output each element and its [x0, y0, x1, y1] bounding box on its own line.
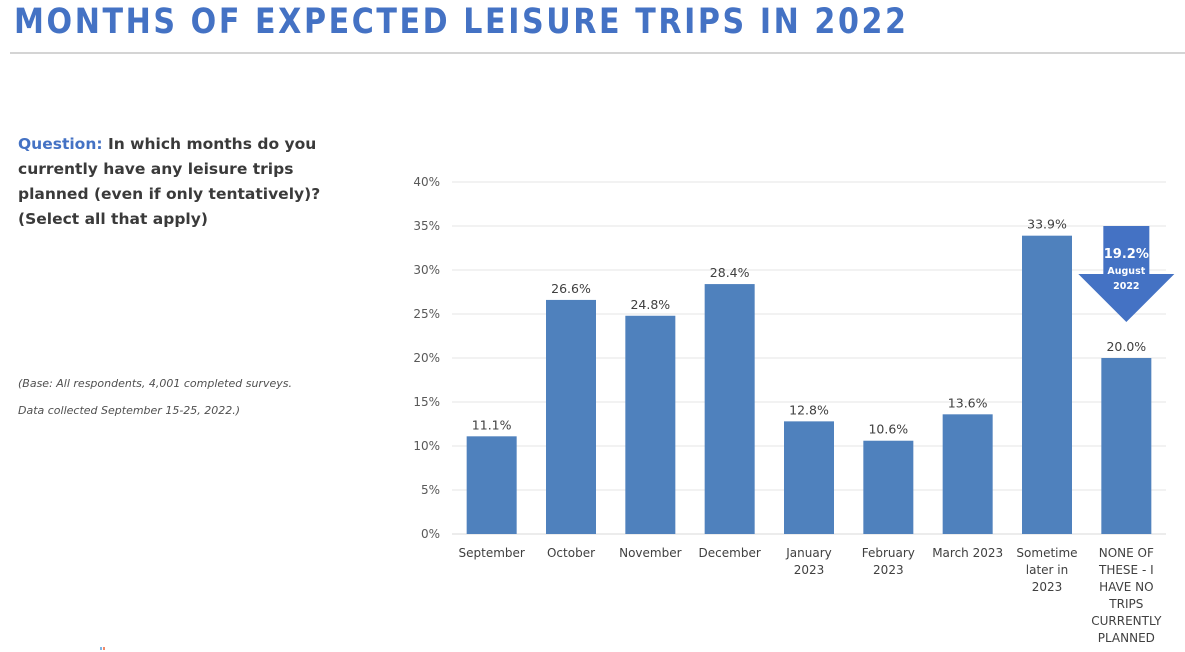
bar [466, 436, 517, 534]
category-label: September [459, 546, 525, 560]
bars [466, 235, 1152, 534]
category-label: October [547, 546, 595, 560]
bar [625, 315, 676, 534]
callout-year: 2022 [1113, 281, 1139, 292]
category-label: February 2023 [862, 546, 915, 577]
x-axis-categories: September October November December January 2… [459, 546, 1163, 645]
survey-question: Question: In which months do you current… [18, 132, 348, 232]
y-tick-label: 0% [421, 527, 440, 541]
bar [942, 414, 993, 534]
bar [1022, 235, 1072, 534]
question-text: In which months do you currently have an… [18, 135, 321, 228]
bar [704, 284, 755, 534]
category-label: NONE OF THESE - I HAVE NO TRIPS CURRENTLY PLA… [1091, 546, 1162, 645]
bar [863, 440, 914, 534]
title-divider [10, 52, 1185, 54]
bar [546, 299, 596, 534]
data-label: 10.6% [868, 422, 908, 437]
data-labels: 11.1% 26.6% 24.8% 28.4% 12.8% 10.6% 13.6% 33.9%… [472, 217, 1146, 437]
data-label: 33.9% [1027, 217, 1067, 232]
data-label: 12.8% [789, 402, 829, 417]
data-label: 28.4% [710, 265, 750, 280]
y-tick-label: 5% [421, 483, 440, 497]
data-label: 20.0% [1106, 339, 1146, 354]
data-label: 13.6% [948, 395, 988, 410]
decorative-mark [100, 647, 105, 650]
base-note-line-1: (Base: All respondents, 4,001 completed … [18, 377, 292, 390]
callout-value: 19.2% [1104, 247, 1149, 262]
y-tick-label: 35% [413, 219, 440, 233]
category-label: March 2023 [932, 546, 1003, 560]
y-axis-ticks: 0% 5% 10% 15% 20% 25% 30% 35% 40% [413, 175, 440, 541]
page-title: MONTHS OF EXPECTED LEISURE TRIPS IN 2022 [14, 2, 909, 42]
y-tick-label: 10% [413, 439, 440, 453]
category-label: December [699, 546, 761, 560]
y-tick-label: 30% [413, 263, 440, 277]
data-label: 11.1% [472, 417, 512, 432]
category-label: January 2023 [785, 546, 832, 577]
bar [784, 421, 834, 534]
down-arrow-icon [1078, 226, 1175, 322]
category-label: Sometime later in 2023 [1016, 546, 1077, 594]
y-tick-label: 20% [413, 351, 440, 365]
category-label: November [619, 546, 681, 560]
callout: 19.2% August 2022 [1078, 226, 1175, 322]
base-note-line-2: Data collected September 15-25, 2022.) [18, 404, 241, 417]
data-label: 24.8% [630, 297, 670, 312]
y-tick-label: 40% [413, 175, 440, 189]
base-note: (Base: All respondents, 4,001 completed … [18, 370, 358, 424]
y-tick-label: 25% [413, 307, 440, 321]
question-label: Question: [18, 135, 103, 153]
y-tick-label: 15% [413, 395, 440, 409]
bar [1101, 358, 1152, 534]
data-label: 26.6% [551, 281, 591, 296]
callout-month: August [1107, 266, 1145, 277]
